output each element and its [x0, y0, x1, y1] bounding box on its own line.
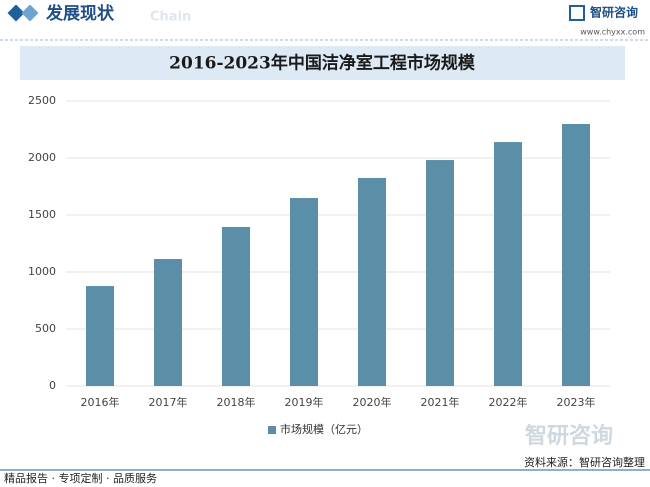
- chart-title: 2016-2023年中国洁净室工程市场规模: [169, 53, 476, 74]
- x-tick-label: 2021年: [421, 395, 460, 409]
- watermark-logo: 智研咨询: [525, 423, 613, 449]
- header-icon: [21, 4, 39, 22]
- bar: [154, 259, 182, 386]
- brand-name: 智研咨询: [589, 5, 638, 20]
- brand-logo: [569, 5, 585, 21]
- legend-swatch: [268, 426, 276, 434]
- header-title: 发展现状: [45, 3, 115, 24]
- y-tick-label: 2500: [28, 94, 56, 107]
- x-tick-label: 2020年: [353, 395, 392, 409]
- bar: [290, 198, 318, 386]
- x-tick-label: 2017年: [149, 395, 188, 409]
- y-tick-label: 0: [49, 379, 56, 392]
- header-subtitle: Chain: [150, 10, 191, 25]
- y-tick-label: 1000: [28, 265, 56, 278]
- legend-label: 市场规模（亿元）: [280, 422, 368, 436]
- bar: [494, 142, 522, 386]
- bar: [426, 160, 454, 386]
- x-tick-label: 2019年: [285, 395, 324, 409]
- brand-url: www.chyxx.com: [580, 28, 645, 37]
- title-band: [20, 46, 625, 80]
- bar: [86, 286, 114, 386]
- x-tick-label: 2022年: [489, 395, 528, 409]
- x-tick-label: 2016年: [81, 395, 120, 409]
- footer-slogan: 精品报告 · 专项定制 · 品质服务: [4, 471, 157, 485]
- bar: [562, 124, 590, 386]
- y-tick-label: 500: [35, 322, 56, 335]
- y-tick-label: 2000: [28, 151, 56, 164]
- y-tick-label: 1500: [28, 208, 56, 221]
- x-tick-label: 2018年: [217, 395, 256, 409]
- bar: [358, 177, 386, 386]
- x-tick-label: 2023年: [557, 395, 596, 409]
- bar: [222, 226, 250, 386]
- source: 资料来源：智研咨询整理: [524, 455, 645, 469]
